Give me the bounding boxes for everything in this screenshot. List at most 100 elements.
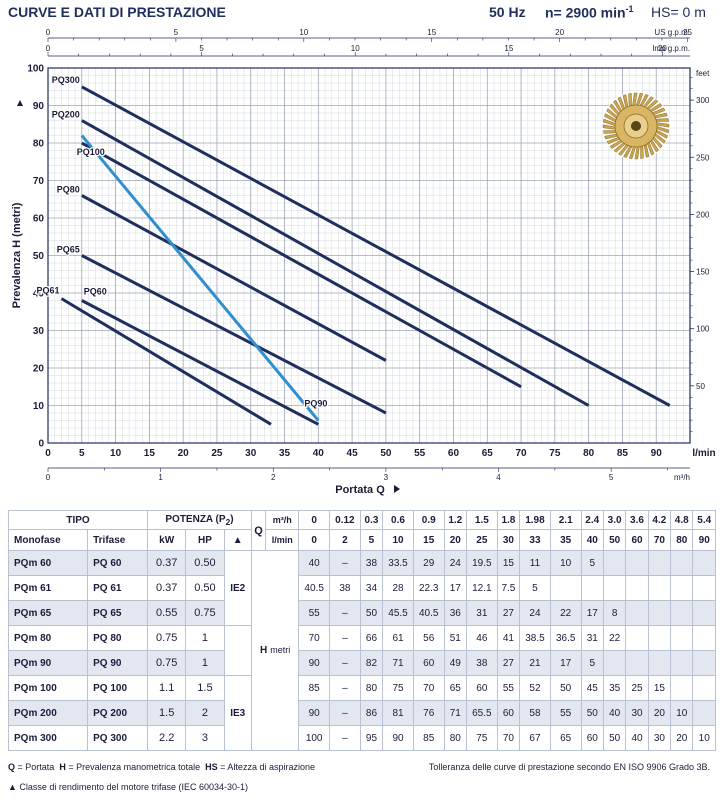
suction-label: HS= 0 m [651,4,706,20]
head-value [625,575,649,601]
head-value [647,625,672,651]
head-value: 70 [298,625,331,651]
head-value: 17 [549,650,582,676]
head-value: 36 [443,600,467,626]
q-m3h-value: 3.6 [625,510,649,530]
head-value: 24 [519,600,551,626]
impeller-icon [602,92,670,160]
head-value: 50 [580,700,604,726]
y-tick-label: 100 [27,64,44,75]
q-m3h-value: 0.6 [382,510,414,530]
y-tick-label: 60 [33,214,45,225]
y-tick-label: 70 [33,176,45,187]
head-value: 56 [412,625,445,651]
head-value: 36.5 [549,625,582,651]
legend-definitions: Q = Portata H = Prevalenza manometrica t… [8,762,315,772]
head-value: 41 [496,625,521,651]
table-header-row-1: TIPO POTENZA (P2) Q m³/h 0 0.12 0.3 0.6 0.9 1… [7,510,716,551]
head-value [647,650,672,676]
head-value: 60 [412,650,445,676]
m3h-tick-label: 4 [496,473,501,482]
x-tick-label: 20 [178,448,190,459]
m3h-unit: m³/h [265,510,300,530]
head-value: 55 [298,600,331,626]
q-m3h-value: 3.0 [602,510,627,530]
head-value: 50 [602,725,627,751]
h-definition: = Prevalenza manometrica totale [65,762,201,772]
head-value: 11 [519,550,551,576]
y-tick-label: 30 [33,326,45,337]
trifase-model: PQ 61 [87,575,149,601]
impgpm-tick-label: 20 [658,44,667,53]
q-key: Q [8,762,16,772]
head-value: 90 [298,700,331,726]
head-value: 90 [382,725,414,751]
head-value: 38 [359,550,384,576]
head-value: 51 [443,625,467,651]
head-value: 65 [549,725,582,751]
head-value: 58 [519,700,551,726]
head-value [647,550,672,576]
head-value: 61 [382,625,414,651]
q-lmin-value: 20 [443,529,467,551]
power-kw: 0.75 [147,650,187,676]
x-tick-label: 40 [313,448,325,459]
series-line-pq61 [60,297,272,426]
hp-header: HP [185,529,225,551]
usgpm-tick-label: 25 [683,28,692,37]
series-line-pq200 [81,119,590,407]
x-tick-label: 75 [549,448,561,459]
head-value: 38 [465,650,498,676]
monofase-model: PQm 60 [7,550,89,576]
head-value: 52 [519,675,551,701]
trifase-model: PQ 90 [87,650,149,676]
series-line-pq80 [81,194,387,362]
x-tick-label: 0 [45,448,51,459]
q-m3h-value: 1.5 [465,510,498,530]
head-value: 40 [298,550,331,576]
head-value [670,550,694,576]
head-value [692,650,716,676]
head-value: 5 [580,650,604,676]
feet-tick-label: 250 [696,153,710,162]
head-value [692,675,716,701]
head-value [625,650,649,676]
head-value [670,675,694,701]
ie-class-blank [223,625,252,676]
q-m3h-value: 5.4 [692,510,716,530]
m3h-tick-label: 3 [384,473,389,482]
q-lmin-value: 2 [329,529,361,551]
head-value: 60 [496,700,521,726]
head-value: – [329,700,361,726]
head-value: 31 [580,625,604,651]
head-value: 40.5 [298,575,331,601]
speed-value: n= 2900 min [545,4,626,21]
x-tick-label: 60 [448,448,460,459]
head-value: 60 [465,675,498,701]
head-value [602,550,627,576]
usgpm-tick-label: 10 [299,28,308,37]
power-kw: 1.5 [147,700,187,726]
head-value: 66 [359,625,384,651]
power-kw: 0.37 [147,575,187,601]
y-tick-label: 0 [38,439,44,450]
head-value [602,575,627,601]
head-value [692,625,716,651]
table-row: PQm 200 PQ 200 1.5 2 90–86 81 76 71 65.5 60 58 55 50… [7,700,716,726]
kw-header: kW [147,529,187,551]
head-value: – [329,725,361,751]
trifase-model: PQ 300 [87,725,149,751]
q-lmin-value: 35 [549,529,582,551]
head-value: 75 [465,725,498,751]
power-kw: 0.55 [147,600,187,626]
head-value: – [329,675,361,701]
x-unit-lmin-label: l/min [692,448,715,459]
head-value: 80 [359,675,384,701]
power-hp: 1.5 [185,675,225,701]
head-value: 40.5 [412,600,445,626]
head-value: 25 [625,675,649,701]
table-row: PQm 300 PQ 300 2.2 3 100–95 90 85 80 75 70 67 65 60 5… [7,725,716,751]
